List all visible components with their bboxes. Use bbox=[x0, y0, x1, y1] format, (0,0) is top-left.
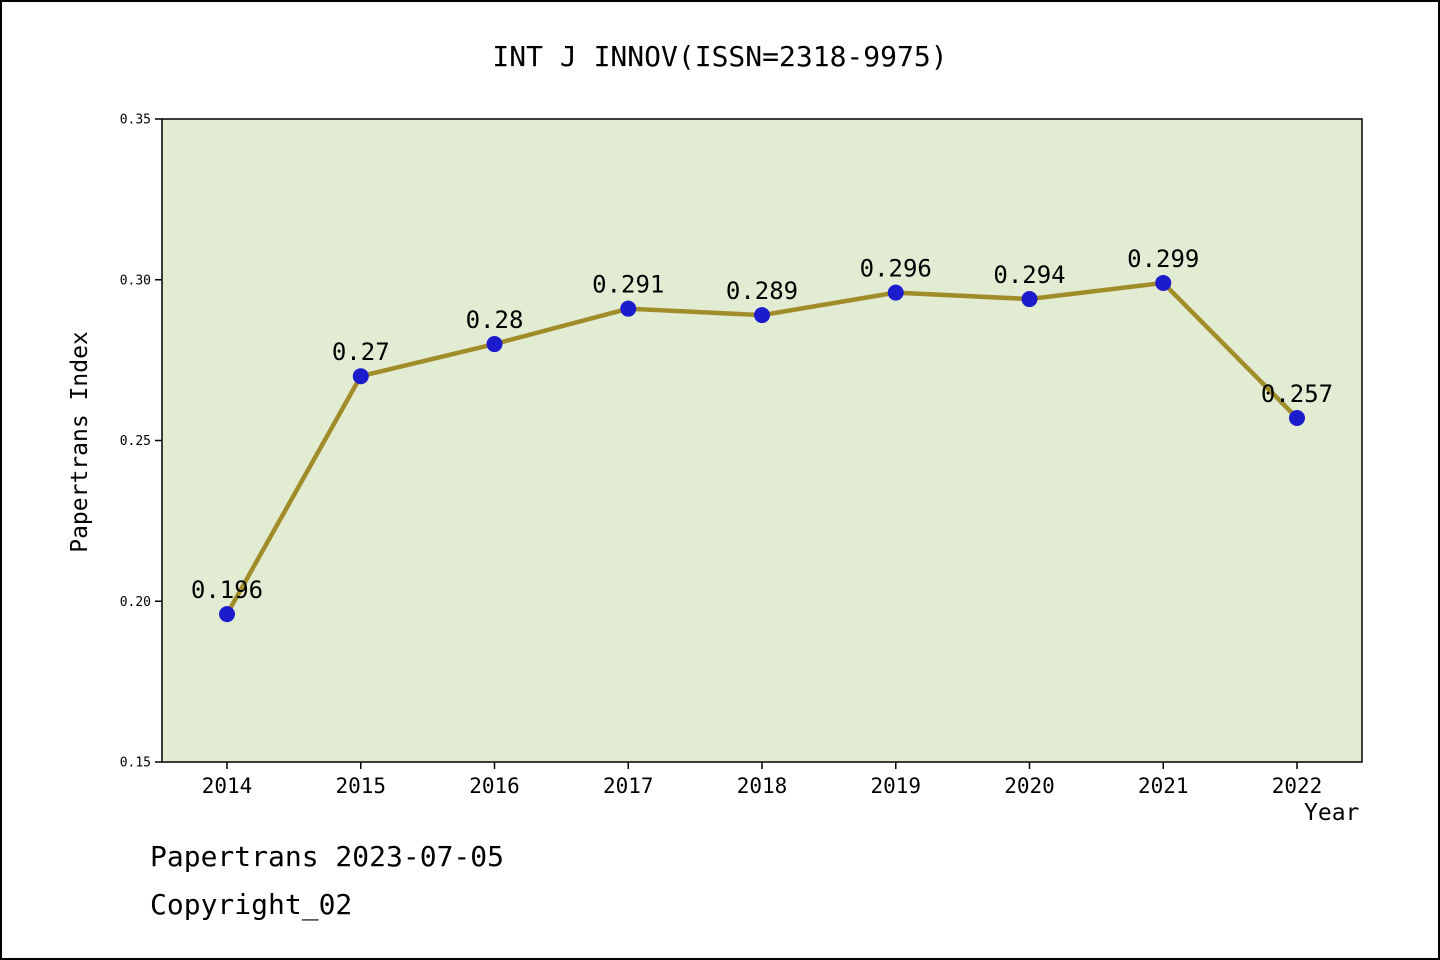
x-tick-label: 2016 bbox=[469, 774, 520, 798]
series-points: 0.196 0.27 0.28 0.291 0.289 0.296 0.294 0.299 0.… bbox=[191, 245, 1333, 623]
data-point bbox=[1021, 291, 1038, 308]
data-point bbox=[1155, 274, 1172, 291]
y-axis-ticks: 0.15 0.20 0.25 0.30 0.35 bbox=[120, 113, 162, 771]
x-axis-ticks: 2014 2015 2016 2017 2018 2019 2020 2021 2022 bbox=[202, 762, 1323, 798]
x-tick-label: 2021 bbox=[1138, 774, 1189, 798]
y-tick-label: 0.15 bbox=[120, 756, 151, 771]
x-tick-label: 2018 bbox=[737, 774, 788, 798]
y-tick-label: 0.30 bbox=[120, 273, 151, 288]
x-tick-label: 2015 bbox=[335, 774, 386, 798]
data-point-label: 0.196 bbox=[191, 576, 263, 604]
plot-area bbox=[161, 118, 1363, 763]
y-tick-label: 0.35 bbox=[120, 113, 151, 128]
data-point-label: 0.291 bbox=[592, 271, 664, 299]
x-tick-label: 2017 bbox=[603, 774, 654, 798]
chart-title: INT J INNOV(ISSN=2318-9975) bbox=[492, 40, 948, 73]
data-point bbox=[219, 606, 235, 623]
footer-date: Papertrans 2023-07-05 bbox=[150, 840, 505, 873]
data-point bbox=[620, 300, 637, 317]
data-point-label: 0.294 bbox=[993, 261, 1065, 289]
data-point bbox=[887, 284, 904, 301]
x-tick-label: 2020 bbox=[1004, 774, 1055, 798]
footer-copyright: Copyright_02 bbox=[150, 888, 353, 921]
x-tick-label: 2014 bbox=[202, 774, 253, 798]
data-point-label: 0.28 bbox=[466, 306, 524, 334]
data-point bbox=[486, 336, 503, 353]
data-point bbox=[352, 368, 369, 385]
data-point-label: 0.27 bbox=[332, 338, 390, 366]
data-point-label: 0.299 bbox=[1127, 245, 1199, 273]
data-point-label: 0.296 bbox=[860, 255, 932, 283]
data-point-label: 0.289 bbox=[726, 277, 798, 305]
y-axis-label: Papertrans Index bbox=[67, 331, 93, 553]
x-axis-label: Year bbox=[1304, 800, 1360, 826]
data-point-label: 0.257 bbox=[1261, 380, 1333, 408]
x-tick-label: 2019 bbox=[870, 774, 921, 798]
data-point bbox=[1289, 409, 1305, 426]
y-tick-label: 0.20 bbox=[120, 595, 151, 610]
x-tick-label: 2022 bbox=[1272, 774, 1323, 798]
y-tick-label: 0.25 bbox=[120, 434, 151, 449]
data-point bbox=[754, 307, 770, 324]
